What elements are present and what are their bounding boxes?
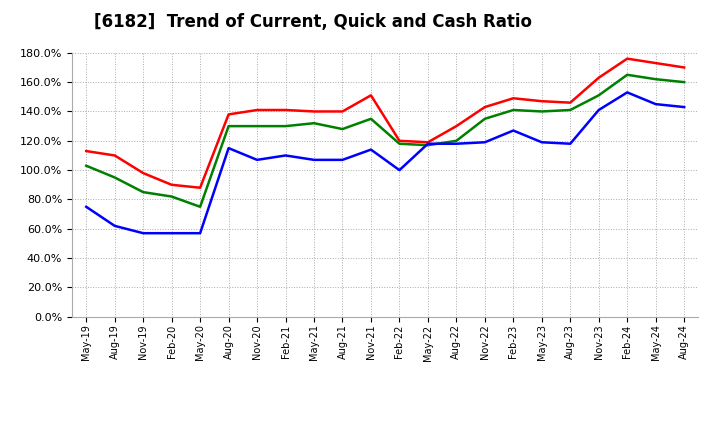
- Current Ratio: [680, 65, 688, 70]
- Quick Ratio: [595, 93, 603, 98]
- Cash Ratio: [139, 231, 148, 236]
- Quick Ratio: [253, 124, 261, 129]
- Quick Ratio: [282, 124, 290, 129]
- Cash Ratio: [110, 223, 119, 228]
- Cash Ratio: [566, 141, 575, 147]
- Quick Ratio: [623, 72, 631, 77]
- Current Ratio: [566, 100, 575, 105]
- Cash Ratio: [338, 157, 347, 162]
- Current Ratio: [282, 107, 290, 113]
- Current Ratio: [167, 182, 176, 187]
- Cash Ratio: [395, 168, 404, 173]
- Current Ratio: [595, 75, 603, 81]
- Current Ratio: [480, 104, 489, 110]
- Quick Ratio: [310, 121, 318, 126]
- Quick Ratio: [452, 138, 461, 143]
- Cash Ratio: [225, 146, 233, 151]
- Quick Ratio: [423, 143, 432, 148]
- Current Ratio: [366, 93, 375, 98]
- Current Ratio: [452, 124, 461, 129]
- Cash Ratio: [196, 231, 204, 236]
- Line: Current Ratio: Current Ratio: [86, 59, 684, 188]
- Current Ratio: [623, 56, 631, 61]
- Current Ratio: [196, 185, 204, 191]
- Quick Ratio: [480, 116, 489, 121]
- Cash Ratio: [167, 231, 176, 236]
- Current Ratio: [253, 107, 261, 113]
- Cash Ratio: [623, 90, 631, 95]
- Current Ratio: [82, 148, 91, 154]
- Quick Ratio: [225, 124, 233, 129]
- Cash Ratio: [310, 157, 318, 162]
- Line: Cash Ratio: Cash Ratio: [86, 92, 684, 233]
- Quick Ratio: [395, 141, 404, 147]
- Cash Ratio: [509, 128, 518, 133]
- Quick Ratio: [338, 126, 347, 132]
- Quick Ratio: [110, 175, 119, 180]
- Current Ratio: [139, 170, 148, 176]
- Cash Ratio: [480, 139, 489, 145]
- Line: Quick Ratio: Quick Ratio: [86, 75, 684, 207]
- Current Ratio: [537, 99, 546, 104]
- Quick Ratio: [537, 109, 546, 114]
- Quick Ratio: [680, 80, 688, 85]
- Current Ratio: [652, 60, 660, 66]
- Current Ratio: [395, 138, 404, 143]
- Current Ratio: [509, 95, 518, 101]
- Cash Ratio: [652, 102, 660, 107]
- Cash Ratio: [282, 153, 290, 158]
- Quick Ratio: [366, 116, 375, 121]
- Quick Ratio: [652, 77, 660, 82]
- Text: [6182]  Trend of Current, Quick and Cash Ratio: [6182] Trend of Current, Quick and Cash …: [94, 13, 531, 31]
- Cash Ratio: [595, 107, 603, 113]
- Quick Ratio: [82, 163, 91, 169]
- Cash Ratio: [452, 141, 461, 147]
- Current Ratio: [338, 109, 347, 114]
- Cash Ratio: [423, 141, 432, 147]
- Quick Ratio: [196, 204, 204, 209]
- Quick Ratio: [509, 107, 518, 113]
- Current Ratio: [225, 112, 233, 117]
- Quick Ratio: [139, 190, 148, 195]
- Current Ratio: [110, 153, 119, 158]
- Cash Ratio: [680, 104, 688, 110]
- Quick Ratio: [566, 107, 575, 113]
- Current Ratio: [423, 139, 432, 145]
- Cash Ratio: [253, 157, 261, 162]
- Cash Ratio: [82, 204, 91, 209]
- Cash Ratio: [366, 147, 375, 152]
- Current Ratio: [310, 109, 318, 114]
- Cash Ratio: [537, 139, 546, 145]
- Quick Ratio: [167, 194, 176, 199]
